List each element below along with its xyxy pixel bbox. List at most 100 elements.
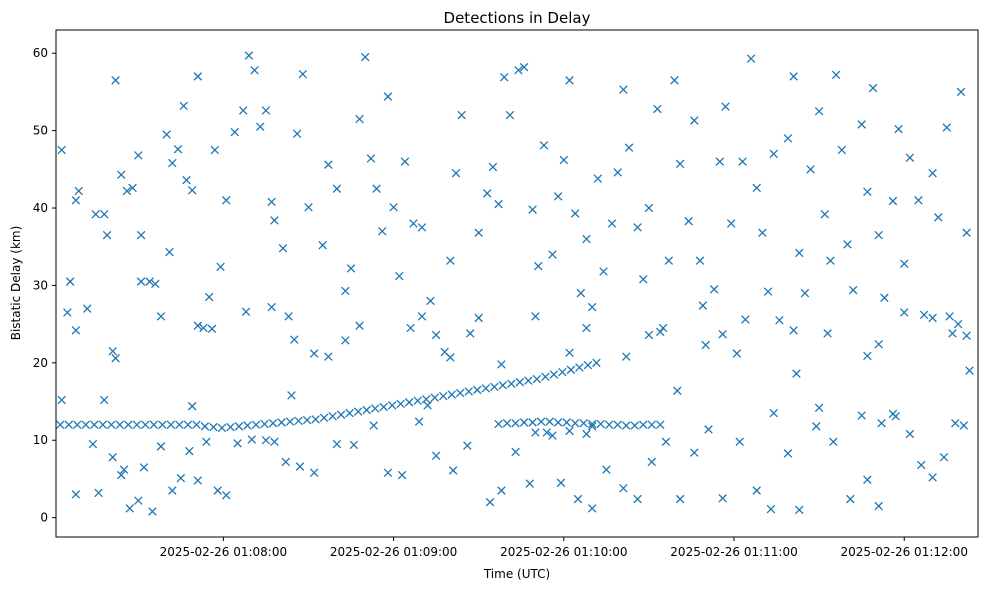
data-point [953,319,963,329]
data-point [587,504,597,513]
data-point [209,422,218,432]
data-point [570,418,580,428]
data-point [281,457,291,467]
data-point [698,301,708,310]
data-point [735,437,744,447]
data-point [857,120,866,129]
data-point [638,420,648,430]
data-point [250,65,259,75]
data-point [582,234,591,244]
data-point [633,223,642,232]
data-point [324,160,333,169]
data-point [766,504,776,514]
data-point [294,416,303,426]
data-point [251,420,261,430]
data-point [57,395,66,405]
data-point [336,410,346,419]
data-point [482,189,492,198]
data-point [638,274,648,284]
data-point [532,374,542,384]
data-point [192,420,201,430]
data-point [951,418,960,428]
data-point [447,390,457,399]
data-point [846,494,855,504]
y-tick-label: 60 [33,46,48,60]
data-point [848,285,858,295]
data-point [593,174,603,183]
data-point [519,418,529,427]
data-point [658,323,668,333]
data-point [704,425,713,434]
data-point [789,326,798,335]
data-point [582,323,591,333]
data-point [528,205,537,214]
data-point [395,271,404,281]
data-point [531,428,540,437]
data-point [278,244,288,253]
data-point [261,106,271,115]
data-point [613,168,622,177]
data-point [474,228,483,238]
data-point [290,335,299,344]
data-point [542,428,552,437]
data-point [431,451,441,460]
data-point [531,312,540,321]
data-point [485,497,495,507]
data-point [71,490,81,499]
data-point [806,165,815,174]
data-point [210,145,220,155]
data-point [624,143,634,152]
data-point [166,420,176,430]
data-point [63,308,72,317]
data-point [675,159,685,169]
data-point [939,453,949,462]
data-point [709,285,719,294]
y-axis-label: Bistatic Delay (km) [9,226,23,341]
data-point [874,501,883,511]
data-point [800,288,810,298]
data-point [119,465,129,474]
data-point [752,183,761,193]
data-point [298,69,308,79]
data-point [587,419,597,429]
data-point [285,417,295,426]
data-point [541,372,550,382]
data-point [406,323,415,333]
data-point [721,102,730,111]
data-point [81,420,91,430]
data-point [107,420,116,430]
data-point [644,203,654,213]
data-point [511,418,520,428]
data-point [230,127,239,137]
data-point [549,370,559,379]
data-point [111,76,120,85]
data-point [607,219,617,228]
x-tick-label: 2025-02-26 01:08:00 [160,545,287,559]
data-point [421,394,431,404]
data-point [524,376,533,385]
data-point [582,429,591,439]
data-point [863,475,872,484]
data-point [732,349,742,358]
data-point [868,83,878,93]
data-point [670,76,679,85]
data-point [370,404,380,413]
data-point [446,256,455,265]
data-point [619,483,628,493]
y-tick-label: 20 [33,356,48,370]
data-point [880,293,889,303]
data-point [438,391,448,401]
data-point [919,310,929,320]
data-point [187,401,197,411]
data-point [355,321,364,330]
data-point [309,468,319,478]
data-point [71,326,81,335]
data-point [74,186,83,196]
data-point [115,420,125,430]
data-point [633,494,642,504]
data-point [362,405,371,415]
data-point [474,313,483,323]
data-point [199,323,208,333]
data-point [136,277,146,286]
data-point [823,329,832,338]
